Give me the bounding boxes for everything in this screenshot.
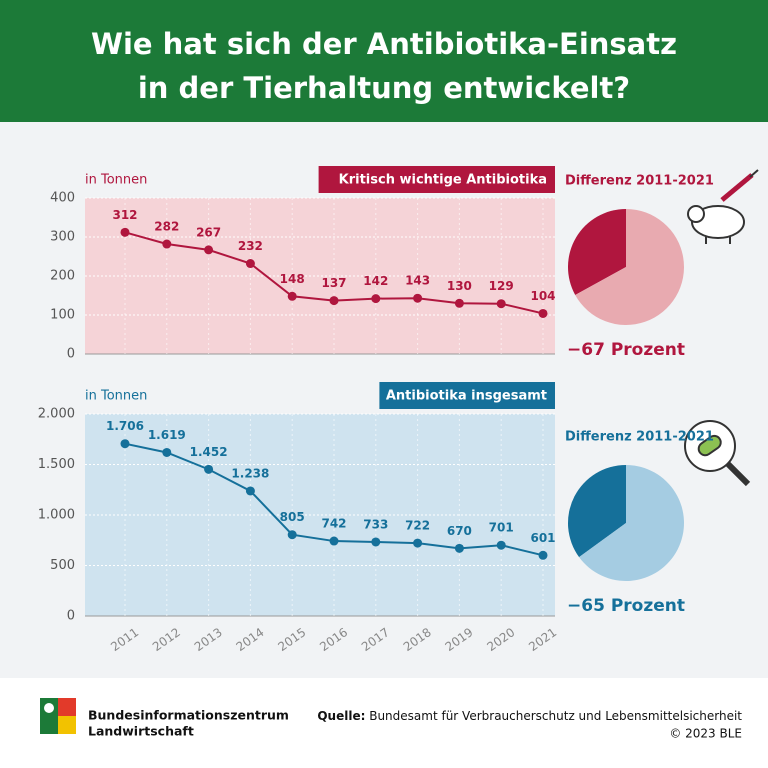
y-tick-label: 100 — [50, 308, 75, 323]
header-band — [0, 0, 768, 122]
data-point — [371, 294, 381, 304]
data-label: 137 — [321, 276, 346, 290]
series-title: Antibiotika insgesamt — [386, 389, 547, 404]
title-line: Wie hat sich der Antibiotika-Einsatz — [91, 27, 677, 61]
pie-slice — [568, 465, 626, 558]
y-tick-label: 2.000 — [38, 407, 75, 422]
copyright: © 2023 BLE — [669, 727, 742, 741]
data-label: 670 — [447, 524, 472, 538]
y-axis-unit: in Tonnen — [85, 389, 147, 404]
organisation-name: Landwirtschaft — [88, 724, 194, 739]
title-line: in der Tierhaltung entwickelt? — [138, 71, 630, 105]
y-tick-label: 0 — [67, 609, 75, 624]
pie-slice — [579, 465, 685, 581]
data-point — [245, 259, 255, 269]
data-point — [538, 308, 548, 318]
data-label: 742 — [321, 517, 346, 531]
data-label: 1.619 — [148, 428, 186, 442]
data-point — [287, 530, 297, 540]
pie-annotation: −65 Prozent — [567, 596, 685, 616]
pie-slice — [567, 209, 626, 295]
y-tick-label: 200 — [50, 269, 75, 284]
data-point — [413, 293, 423, 303]
data-label: 1.238 — [231, 466, 269, 480]
data-point — [120, 439, 130, 449]
pie-slice — [575, 209, 684, 326]
y-tick-label: 500 — [50, 558, 75, 573]
data-label: 142 — [363, 274, 388, 288]
y-tick-label: 300 — [50, 230, 75, 245]
data-label: 148 — [280, 272, 305, 286]
data-label: 805 — [280, 510, 305, 524]
data-label: 282 — [154, 220, 179, 234]
data-label: 129 — [489, 279, 514, 293]
data-label: 104 — [530, 289, 555, 303]
y-axis-unit: in Tonnen — [85, 173, 147, 188]
data-point — [245, 486, 255, 496]
data-label: 701 — [489, 521, 514, 535]
data-point — [287, 291, 297, 301]
y-tick-label: 1.000 — [38, 508, 75, 523]
data-point — [454, 298, 464, 308]
series-title: Kritisch wichtige Antibiotika — [339, 173, 547, 188]
data-label: 722 — [405, 519, 430, 533]
data-label: 130 — [447, 279, 472, 293]
data-label: 232 — [238, 239, 263, 253]
data-label: 312 — [112, 208, 137, 222]
pie-annotation: −67 Prozent — [567, 340, 685, 360]
series-badge — [318, 166, 555, 193]
data-label: 143 — [405, 274, 430, 288]
data-label: 733 — [363, 517, 388, 531]
data-point — [120, 227, 130, 237]
organisation-name: Bundesinformationszentrum — [88, 708, 289, 723]
data-label: 1.452 — [190, 445, 228, 459]
data-label: 601 — [530, 531, 555, 545]
data-point — [162, 447, 172, 457]
pie-title: Differenz 2011-2021 — [565, 430, 714, 445]
plot-background — [85, 414, 555, 616]
data-point — [329, 296, 339, 306]
data-point — [454, 543, 464, 553]
y-tick-label: 0 — [67, 347, 75, 362]
y-tick-label: 400 — [50, 191, 75, 206]
data-point — [329, 536, 339, 546]
plot-background — [85, 198, 555, 354]
data-point — [204, 245, 214, 255]
source-text: Bundesamt für Verbraucherschutz und Lebe… — [369, 709, 742, 723]
pie-title: Differenz 2011-2021 — [565, 174, 714, 189]
y-tick-label: 1.500 — [38, 457, 75, 472]
data-point — [413, 538, 423, 548]
data-label: 1.706 — [106, 419, 144, 433]
data-point — [538, 550, 548, 560]
series-badge — [379, 382, 555, 409]
pig-icon — [687, 169, 759, 244]
source-label: Quelle: — [317, 709, 365, 723]
data-point — [371, 537, 381, 547]
data-point — [162, 239, 172, 249]
data-label: 267 — [196, 225, 221, 239]
magnifier-icon — [684, 420, 751, 487]
source: Quelle: Bundesamt für Verbraucherschutz … — [317, 709, 742, 723]
data-point — [496, 540, 506, 550]
logo — [40, 698, 76, 734]
footer-background — [0, 678, 768, 768]
data-point — [204, 464, 214, 474]
data-point — [496, 299, 506, 309]
